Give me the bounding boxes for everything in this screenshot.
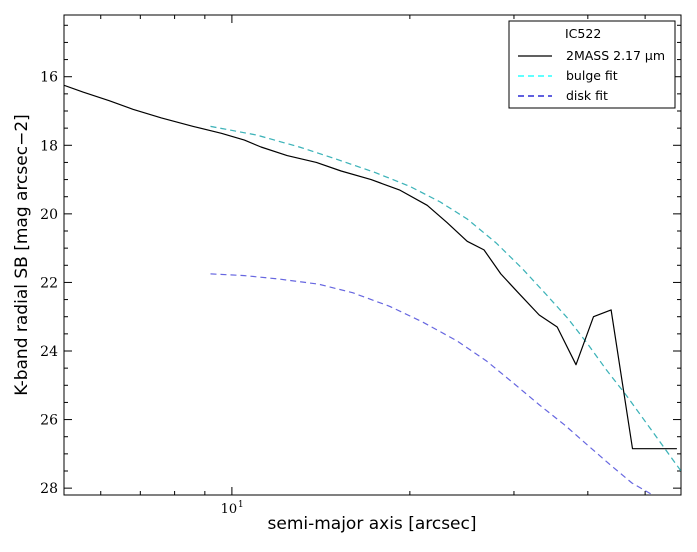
legend-label-data: 2MASS 2.17 μm [566, 48, 665, 63]
series-line-data [64, 84, 677, 450]
legend-box [508, 20, 676, 109]
y-tick-label: 18 [40, 138, 58, 154]
legend-label-bulge: bulge fit [566, 68, 618, 83]
axis-ticks: 16 18 20 22 24 26 28 10 1 [40, 15, 681, 517]
series-group [64, 84, 681, 495]
y-tick-label: 24 [40, 344, 58, 360]
legend: IC522 2MASS 2.17 μm bulge fit disk fit [508, 20, 676, 109]
y-tick-label: 20 [40, 207, 58, 223]
y-axis-label: K-band radial SB [mag arcsec−2] [12, 114, 32, 396]
series-line-disk-fit [210, 273, 653, 495]
x-tick-label-exp: 1 [238, 500, 244, 510]
x-axis-label: semi-major axis [arcsec] [267, 514, 477, 534]
legend-label-disk: disk fit [566, 88, 608, 103]
y-tick-label: 22 [40, 275, 58, 291]
y-tick-label: 16 [40, 70, 58, 86]
y-tick-label: 26 [40, 413, 58, 429]
legend-title: IC522 [565, 26, 601, 41]
y-tick-label: 28 [40, 481, 58, 497]
x-tick-label: 10 [221, 502, 238, 517]
series-line-bulge-fit-shade [210, 125, 681, 472]
